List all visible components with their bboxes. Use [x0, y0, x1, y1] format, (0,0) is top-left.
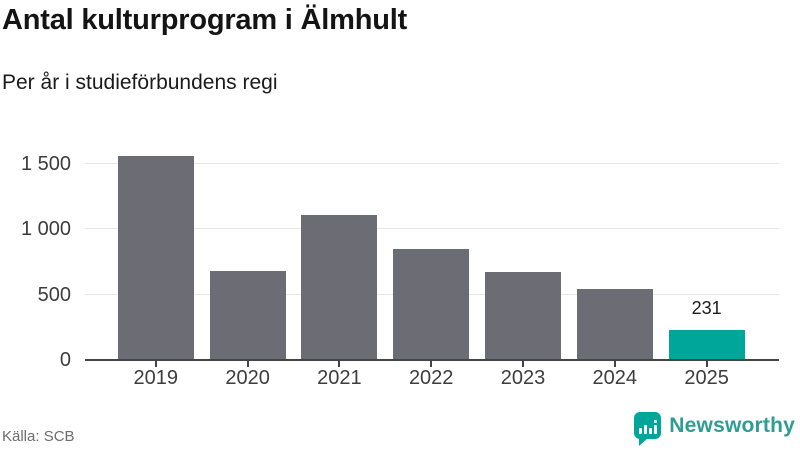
logo-bar-3 — [649, 428, 653, 434]
chart-subtitle: Per år i studieförbundens regi — [2, 71, 278, 94]
y-axis-tick-label: 0 — [59, 349, 71, 371]
x-axis-tick — [430, 361, 433, 367]
chart-title: Antal kulturprogram i Älmhult — [2, 4, 408, 36]
logo-bar-2 — [644, 425, 648, 434]
bar-2019 — [117, 156, 194, 360]
x-axis-label-2021: 2021 — [317, 367, 362, 389]
x-axis-label-2024: 2024 — [592, 367, 638, 389]
x-axis-label-2025: 2025 — [684, 367, 729, 389]
x-axis-tick — [154, 361, 157, 367]
x-axis-tick — [246, 361, 249, 367]
x-axis-label-2019: 2019 — [133, 367, 179, 389]
plot-area: 231 — [85, 140, 779, 367]
x-axis-label-2022: 2022 — [408, 367, 454, 389]
grid-line-1500 — [85, 163, 779, 164]
bar-2024 — [576, 289, 653, 360]
y-axis-tick-label: 500 — [37, 283, 71, 306]
y-axis-tick-label: 1 000 — [20, 218, 71, 241]
speech-bubble-tail — [639, 438, 649, 446]
bar-2022 — [393, 248, 470, 360]
logo-exclamation-dot — [654, 420, 658, 423]
logo-exclamation-bar — [654, 425, 658, 434]
grid-line-1000 — [85, 228, 779, 230]
x-axis-tick — [613, 361, 616, 367]
newsworthy-speech-bubble-chart-icon — [634, 412, 662, 446]
brand-name: Newsworthy — [669, 413, 795, 437]
source-note: Källa: SCB — [2, 428, 75, 445]
x-axis-tick — [522, 361, 524, 367]
x-axis-line — [85, 359, 779, 361]
y-axis-tick-label: 1 500 — [20, 153, 71, 175]
newsworthy-logo[interactable]: Newsworthy — [634, 412, 795, 446]
x-axis-label-2020: 2020 — [225, 367, 270, 389]
bar-2023 — [485, 272, 561, 360]
x-axis-tick — [338, 361, 341, 367]
bar-value-label: 231 — [691, 297, 722, 318]
y-axis: 0 500 1 000 1 500 — [0, 140, 71, 371]
bar-2020 — [209, 271, 286, 360]
bar-2021 — [301, 214, 378, 360]
x-axis-label-2023: 2023 — [500, 367, 546, 389]
logo-bar-1 — [639, 428, 643, 434]
bar-2025 — [668, 329, 745, 360]
x-axis-tick — [705, 361, 708, 367]
